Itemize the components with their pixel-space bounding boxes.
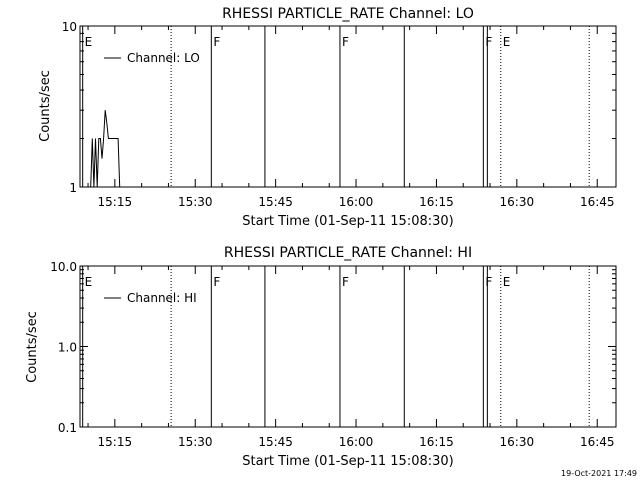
x-tick-label: 16:00 — [339, 195, 374, 209]
footer-timestamp: 19-Oct-2021 17:49 — [561, 469, 637, 478]
panel-title: RHESSI PARTICLE_RATE Channel: LO — [222, 6, 474, 22]
event-label: F — [485, 275, 492, 289]
x-tick-label: 15:15 — [98, 435, 133, 449]
x-tick-label: 16:30 — [500, 195, 535, 209]
event-label: F — [342, 275, 349, 289]
event-label: F — [485, 35, 492, 49]
x-tick-label: 16:00 — [339, 435, 374, 449]
y-tick-label: 10 — [62, 20, 77, 34]
x-tick-label: 16:30 — [500, 435, 535, 449]
x-tick-label: 16:45 — [580, 435, 615, 449]
x-tick-label: 16:45 — [580, 195, 615, 209]
legend-label: Channel: LO — [127, 51, 200, 65]
x-tick-label: 15:30 — [178, 195, 213, 209]
x-tick-label: 16:15 — [419, 435, 454, 449]
panel-lo: RHESSI PARTICLE_RATE Channel: LO 15:15 15… — [38, 6, 617, 229]
x-tick-label: 15:45 — [258, 435, 293, 449]
plot-marks: 15:15 15:30 15:45 16:00 16:15 16:30 16:45 0.1 1.… — [50, 260, 616, 449]
event-label: E — [503, 275, 511, 289]
event-label: F — [213, 35, 220, 49]
event-label: F — [342, 35, 349, 49]
panel-hi: RHESSI PARTICLE_RATE Channel: HI 15:15 15… — [25, 245, 617, 469]
x-tick-label: 15:15 — [98, 195, 133, 209]
y-tick-label: 1.0 — [58, 341, 77, 355]
event-label: F — [213, 275, 220, 289]
event-label: E — [85, 275, 93, 289]
y-tick-label: 10.0 — [50, 260, 77, 274]
y-tick-label: 1 — [69, 181, 77, 195]
panel-title: RHESSI PARTICLE_RATE Channel: HI — [224, 245, 472, 261]
x-tick-label: 15:45 — [258, 195, 293, 209]
y-axis-label: Counts/sec — [38, 70, 53, 142]
y-tick-label: 0.1 — [58, 421, 77, 435]
x-axis-label: Start Time (01-Sep-11 15:08:30) — [242, 214, 453, 229]
y-axis-label: Counts/sec — [25, 311, 40, 383]
x-tick-label: 16:15 — [419, 195, 454, 209]
x-tick-label: 15:30 — [178, 435, 213, 449]
legend-label: Channel: HI — [127, 291, 197, 305]
plot-frame — [79, 25, 617, 188]
event-label: E — [85, 35, 93, 49]
event-label: E — [503, 35, 511, 49]
x-axis-label: Start Time (01-Sep-11 15:08:30) — [242, 454, 453, 469]
series-line — [90, 110, 121, 188]
